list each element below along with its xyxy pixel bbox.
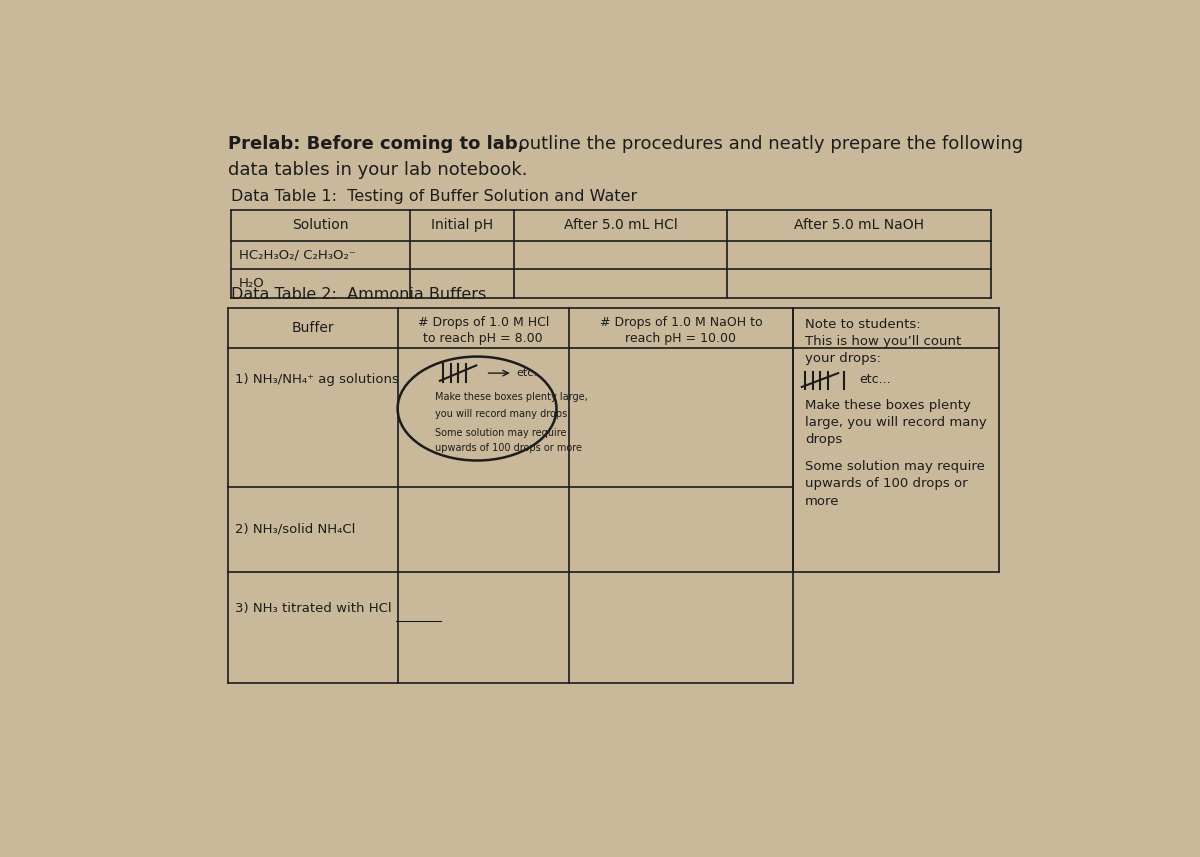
Text: Data Table 2:  Ammonia Buffers: Data Table 2: Ammonia Buffers <box>232 287 487 302</box>
Text: drops: drops <box>805 433 842 446</box>
Text: upwards of 100 drops or: upwards of 100 drops or <box>805 477 967 490</box>
Text: Make these boxes plenty large,: Make these boxes plenty large, <box>436 392 588 402</box>
Text: data tables in your lab notebook.: data tables in your lab notebook. <box>228 160 527 178</box>
Text: etc.: etc. <box>516 369 538 378</box>
Text: # Drops of 1.0 M HCl: # Drops of 1.0 M HCl <box>418 315 548 329</box>
Text: Note to students:: Note to students: <box>805 318 920 331</box>
Text: Solution: Solution <box>293 219 349 232</box>
Text: Prelab: Before coming to lab,: Prelab: Before coming to lab, <box>228 135 524 153</box>
Text: Some solution may require: Some solution may require <box>805 460 985 473</box>
Text: you will record many drops: you will record many drops <box>436 409 568 418</box>
Text: large, you will record many: large, you will record many <box>805 417 986 429</box>
Text: Make these boxes plenty: Make these boxes plenty <box>805 399 971 411</box>
Text: Some solution may require: Some solution may require <box>436 428 566 438</box>
Text: etc...: etc... <box>859 373 890 386</box>
Text: outline the procedures and neatly prepare the following: outline the procedures and neatly prepar… <box>512 135 1022 153</box>
Text: upwards of 100 drops or more: upwards of 100 drops or more <box>436 443 582 453</box>
Text: After 5.0 mL NaOH: After 5.0 mL NaOH <box>794 219 924 232</box>
Text: Data Table 1:  Testing of Buffer Solution and Water: Data Table 1: Testing of Buffer Solution… <box>232 189 637 204</box>
Text: 2) NH₃/solid NH₄Cl: 2) NH₃/solid NH₄Cl <box>235 523 355 536</box>
Text: your drops:: your drops: <box>805 351 881 364</box>
Text: 1) NH₃/NH₄⁺ ag solutions: 1) NH₃/NH₄⁺ ag solutions <box>235 373 400 386</box>
Text: This is how you’ll count: This is how you’ll count <box>805 335 961 349</box>
Text: # Drops of 1.0 M NaOH to: # Drops of 1.0 M NaOH to <box>600 315 762 329</box>
Text: After 5.0 mL HCl: After 5.0 mL HCl <box>564 219 678 232</box>
Text: reach pH = 10.00: reach pH = 10.00 <box>625 332 737 345</box>
Text: HC₂H₃O₂/ C₂H₃O₂⁻: HC₂H₃O₂/ C₂H₃O₂⁻ <box>239 249 356 261</box>
Text: Initial pH: Initial pH <box>431 219 493 232</box>
Text: H₂O: H₂O <box>239 277 265 290</box>
Text: to reach pH = 8.00: to reach pH = 8.00 <box>424 332 544 345</box>
Text: 3) NH₃ titrated with HCl: 3) NH₃ titrated with HCl <box>235 602 392 614</box>
Text: Buffer: Buffer <box>292 321 334 335</box>
Text: more: more <box>805 494 839 507</box>
